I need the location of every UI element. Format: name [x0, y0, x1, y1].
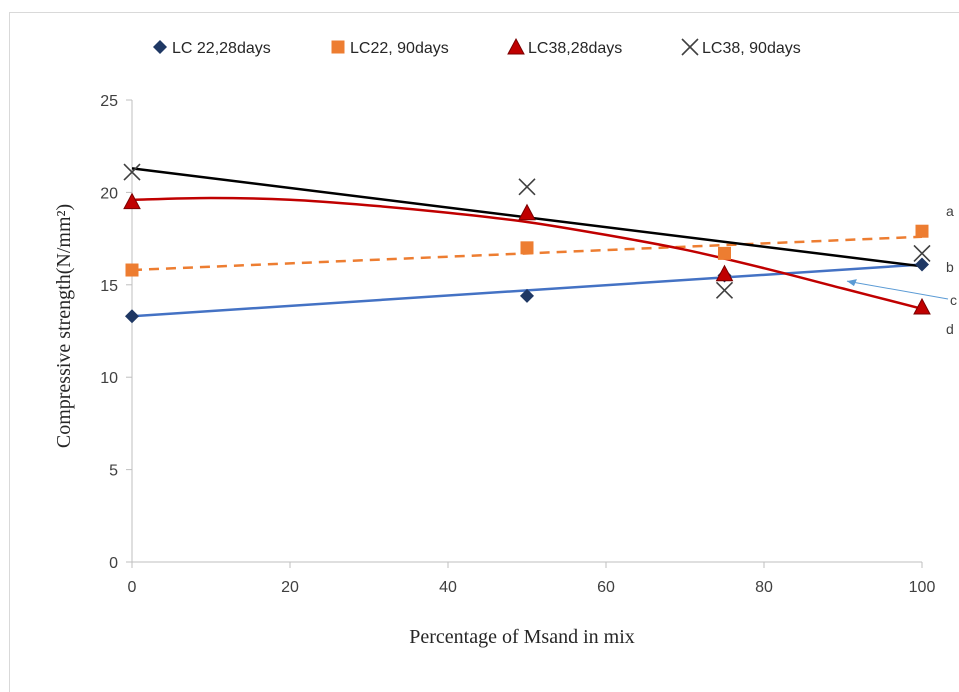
legend-marker-lc22-90days	[331, 40, 345, 54]
annotation-arrow	[846, 280, 949, 300]
x-tick-label: 80	[755, 579, 773, 596]
y-tick-label: 15	[100, 278, 118, 295]
annotations: a b cd	[846, 203, 957, 337]
annotation-label-b: b	[946, 259, 954, 275]
data-point-lc38-90days	[518, 178, 536, 196]
data-point-lc22-90days	[125, 263, 139, 277]
data-point-lc38-90days	[913, 244, 931, 262]
x-marker-stroke	[518, 178, 536, 196]
data-point-lc-22-28days	[125, 309, 139, 324]
data-point-lc38-90days	[715, 281, 734, 299]
annotation-arrowhead	[846, 279, 857, 287]
x-tick-label: 0	[128, 579, 137, 596]
data-point-lc38-28days	[518, 203, 536, 221]
legend: LC 22,28days LC22, 90days LC38,28days LC38,…	[153, 37, 801, 57]
y-tick-label: 5	[109, 463, 118, 480]
x-marker-stroke	[681, 38, 699, 56]
data-point-lc22-90days	[520, 241, 534, 255]
annotation-label-d: d	[946, 321, 954, 337]
x-marker-stroke	[913, 244, 931, 262]
annotation-label-a: a	[946, 203, 954, 219]
x-marker-stroke	[715, 281, 734, 299]
y-tick-label: 0	[109, 555, 118, 572]
x-tick-label: 20	[281, 579, 299, 596]
data-point-lc38-90days	[123, 163, 141, 181]
data-point-lc38-28days	[913, 297, 931, 315]
axes	[131, 100, 922, 563]
y-tick-labels: 0 5 10 15 20 25	[100, 93, 132, 572]
x-tick-label: 40	[439, 579, 457, 596]
y-tick-label: 25	[100, 93, 118, 110]
x-marker-stroke	[123, 163, 141, 181]
data-point-lc38-28days	[715, 264, 734, 282]
data-point-lc-22-28days	[520, 288, 534, 303]
legend-label-lc-22-28days: LC 22,28days	[172, 40, 271, 57]
legend-label-lc38-90days: LC38, 90days	[702, 40, 801, 57]
annotation-label-c: c	[950, 292, 957, 308]
legend-label-lc38-28days: LC38,28days	[528, 40, 622, 57]
chart-frame	[9, 12, 959, 692]
y-tick-label: 20	[100, 185, 118, 202]
x-tick-labels: 0 20 40 60 80 100	[128, 562, 936, 596]
x-tick-label: 60	[597, 579, 615, 596]
legend-label-lc22-90days: LC22, 90days	[350, 40, 449, 57]
x-axis-title: Percentage of Msand in mix	[409, 626, 635, 648]
data-point-lc-22-28days	[915, 257, 929, 272]
legend-marker-lc-22-28days	[153, 40, 167, 54]
data-point-lc38-28days	[123, 192, 141, 210]
data-points	[123, 163, 931, 324]
legend-marker-lc38-90days	[681, 38, 699, 56]
y-axis-title: Compressive strength(N/mm²)	[53, 204, 75, 448]
y-tick-label: 10	[100, 370, 118, 387]
x-tick-label: 100	[909, 579, 936, 596]
trendline-lc38-28days	[131, 196, 923, 311]
data-point-lc22-90days	[718, 246, 731, 260]
data-point-lc22-90days	[915, 224, 929, 238]
legend-marker-lc38-28days	[507, 37, 525, 55]
